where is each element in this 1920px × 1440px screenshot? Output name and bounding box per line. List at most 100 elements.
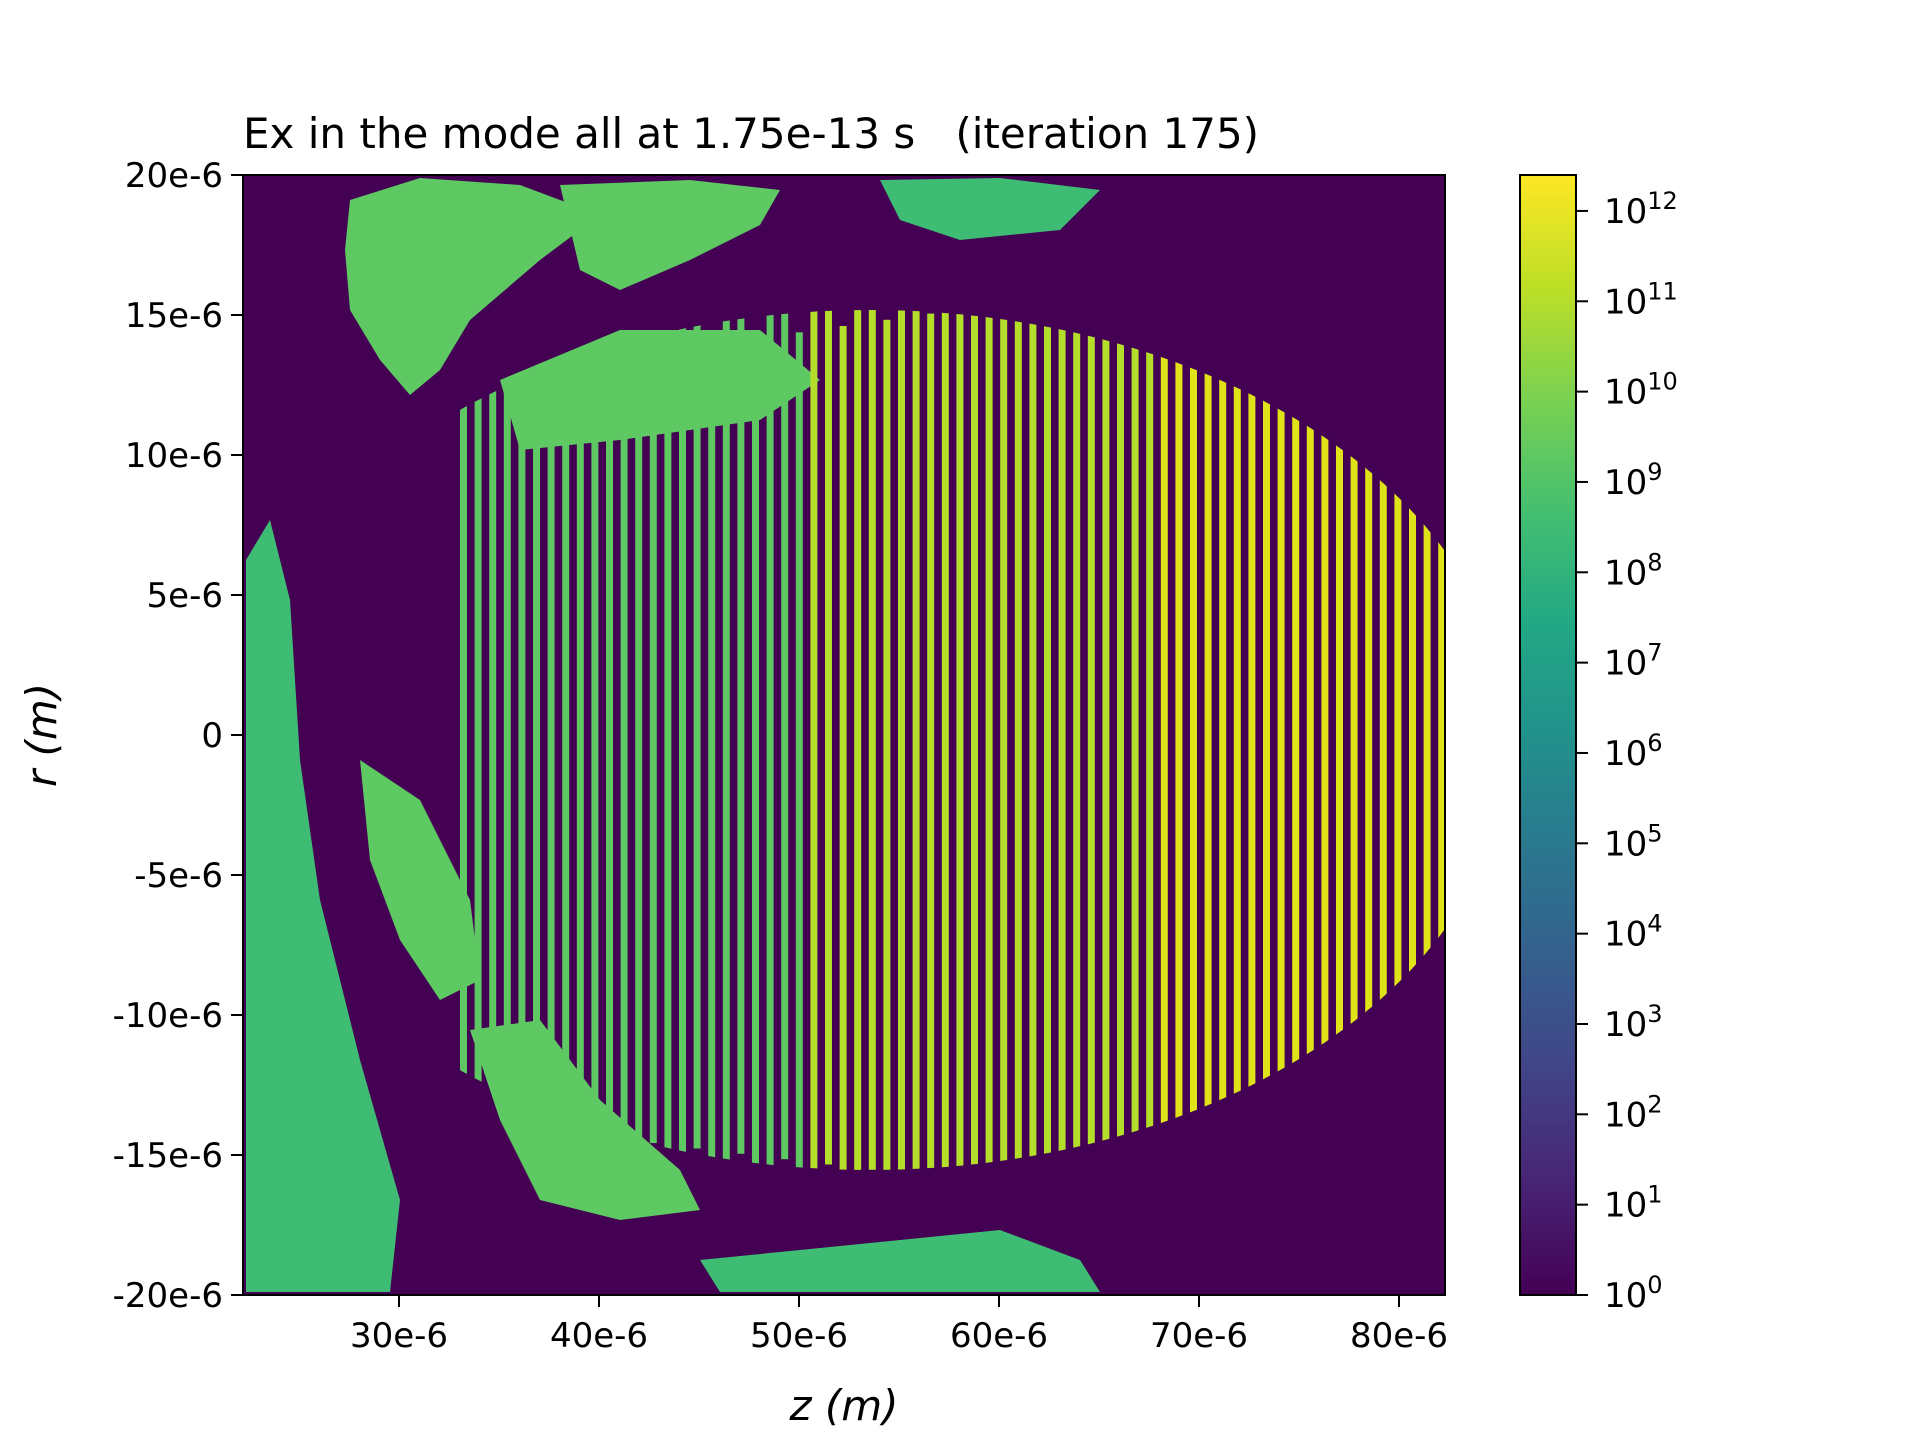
- field-stripe: [547, 310, 555, 1170]
- field-stripe: [766, 310, 774, 1170]
- field-stripe: [1073, 310, 1081, 1170]
- field-stripe: [1306, 310, 1314, 1170]
- field-stripe: [1263, 310, 1270, 1170]
- x-tick-label: 70e-6: [1150, 1316, 1248, 1356]
- x-tick-label: 40e-6: [550, 1316, 648, 1356]
- field-stripe: [1146, 310, 1154, 1170]
- field-stripe: [1014, 310, 1022, 1170]
- y-tick-label: -20e-6: [113, 1276, 223, 1316]
- field-stripe: [489, 375, 497, 1170]
- field-stripe: [1175, 310, 1183, 1170]
- field-blob: [470, 1020, 700, 1220]
- field-stripe: [533, 369, 540, 1170]
- field-stripe: [503, 310, 511, 1170]
- field-stripe: [1160, 310, 1168, 1170]
- y-tick-label: 20e-6: [125, 156, 223, 196]
- field-stripe: [1087, 310, 1095, 1170]
- field-stripe: [1044, 310, 1051, 1170]
- field-stripe: [708, 344, 716, 1170]
- field-stripe: [781, 310, 789, 1160]
- field-stripe: [1233, 310, 1241, 1170]
- colorbar-tick-label: 109: [1604, 458, 1663, 503]
- field-stripe: [1379, 310, 1387, 1170]
- colorbar-gradient: [1519, 174, 1577, 1296]
- y-tick-label: 15e-6: [125, 296, 223, 336]
- y-tick-label: -15e-6: [113, 1136, 223, 1176]
- field-stripe: [810, 310, 818, 1170]
- colorbar-tick-label: 100: [1604, 1271, 1663, 1316]
- field-blobs: [246, 178, 1100, 1292]
- field-stripe: [898, 310, 905, 1170]
- field-stripe: [1277, 310, 1285, 1170]
- field-stripe: [1117, 310, 1124, 1170]
- field-stripe: [854, 310, 862, 1170]
- field-stripe: [941, 310, 949, 1170]
- y-tick-label: -10e-6: [113, 996, 223, 1036]
- field-blob: [700, 1230, 1100, 1292]
- colorbar-ticks: 100 101 102 103 104 105 106 107 108 109 1010 1011 10…: [1576, 187, 1678, 1316]
- field-stripe: [1102, 310, 1110, 1170]
- field-stripe: [927, 313, 935, 1170]
- y-tick-label: 0: [201, 716, 223, 756]
- field-stripe: [679, 310, 686, 1170]
- field-stripe: [985, 310, 993, 1170]
- y-tick-label: -5e-6: [134, 856, 223, 896]
- y-tick-label: 10e-6: [125, 436, 223, 476]
- field-stripe: [1321, 310, 1329, 1170]
- colorbar-tick-label: 1011: [1604, 277, 1678, 322]
- field-stripe: [1029, 310, 1037, 1170]
- x-tick-label: 80e-6: [1350, 1316, 1448, 1356]
- chart-title: Ex in the mode all at 1.75e-13 s (iterat…: [243, 109, 1259, 158]
- field-stripe: [912, 310, 920, 1170]
- field-stripe: [1292, 310, 1300, 1170]
- x-axis-label: z (m): [788, 1381, 898, 1430]
- field-stripe: [1365, 310, 1373, 1170]
- field-stripe: [1219, 310, 1227, 1170]
- field-stripe: [1438, 310, 1445, 1170]
- y-axis-label: r (m): [17, 683, 66, 787]
- field-stripe: [1394, 310, 1402, 1170]
- field-blob: [246, 520, 400, 1292]
- field-stripe: [576, 363, 584, 1170]
- colorbar-tick-label: 104: [1604, 910, 1663, 955]
- colorbar-tick-label: 102: [1604, 1090, 1663, 1135]
- field-stripe: [693, 310, 701, 1149]
- field-stripe: [1248, 310, 1256, 1170]
- field-stripe: [1000, 310, 1008, 1170]
- field-stripe: [1058, 310, 1066, 1170]
- field-stripe: [591, 310, 599, 1170]
- field-stripe: [1350, 310, 1358, 1170]
- field-stripe: [1204, 310, 1212, 1170]
- field-stripe: [1409, 310, 1416, 1170]
- y-tick-label: 5e-6: [147, 576, 223, 616]
- colorbar-tick-label: 105: [1604, 819, 1663, 864]
- y-axis-ticks: 20e-6 15e-6 10e-6 5e-6 0 -5e-6 -10e-6 -15e-6 -20…: [113, 156, 243, 1316]
- x-tick-label: 60e-6: [950, 1316, 1048, 1356]
- field-stripe: [1190, 310, 1197, 1170]
- field-blob: [880, 178, 1100, 240]
- field-stripe: [883, 319, 891, 1170]
- field-stripe: [562, 310, 570, 1133]
- field-stripe: [956, 310, 964, 1170]
- field-stripe: [606, 310, 613, 1138]
- heatmap: [243, 175, 1445, 1295]
- field-stripe: [737, 310, 745, 1154]
- field-stripe: [518, 310, 526, 1128]
- colorbar-tick-label: 101: [1604, 1181, 1663, 1226]
- colorbar-tick-label: 107: [1604, 639, 1663, 684]
- field-stripe: [474, 310, 482, 1122]
- colorbar-tick-label: 108: [1604, 548, 1663, 593]
- field-stripe: [1336, 310, 1343, 1170]
- field-blob: [560, 180, 780, 290]
- field-stripe: [460, 310, 467, 1170]
- field-stripe: [1423, 310, 1431, 1170]
- field-stripe: [971, 310, 978, 1170]
- field-stripe: [825, 310, 832, 1165]
- field-stripe: [722, 310, 730, 1170]
- x-tick-label: 30e-6: [350, 1316, 448, 1356]
- field-stripe: [649, 310, 657, 1144]
- field-stripe: [635, 310, 643, 1170]
- x-axis-ticks: 30e-6 40e-6 50e-6 60e-6 70e-6 80e-6: [350, 1295, 1448, 1356]
- colorbar-tick-label: 1012: [1604, 187, 1678, 232]
